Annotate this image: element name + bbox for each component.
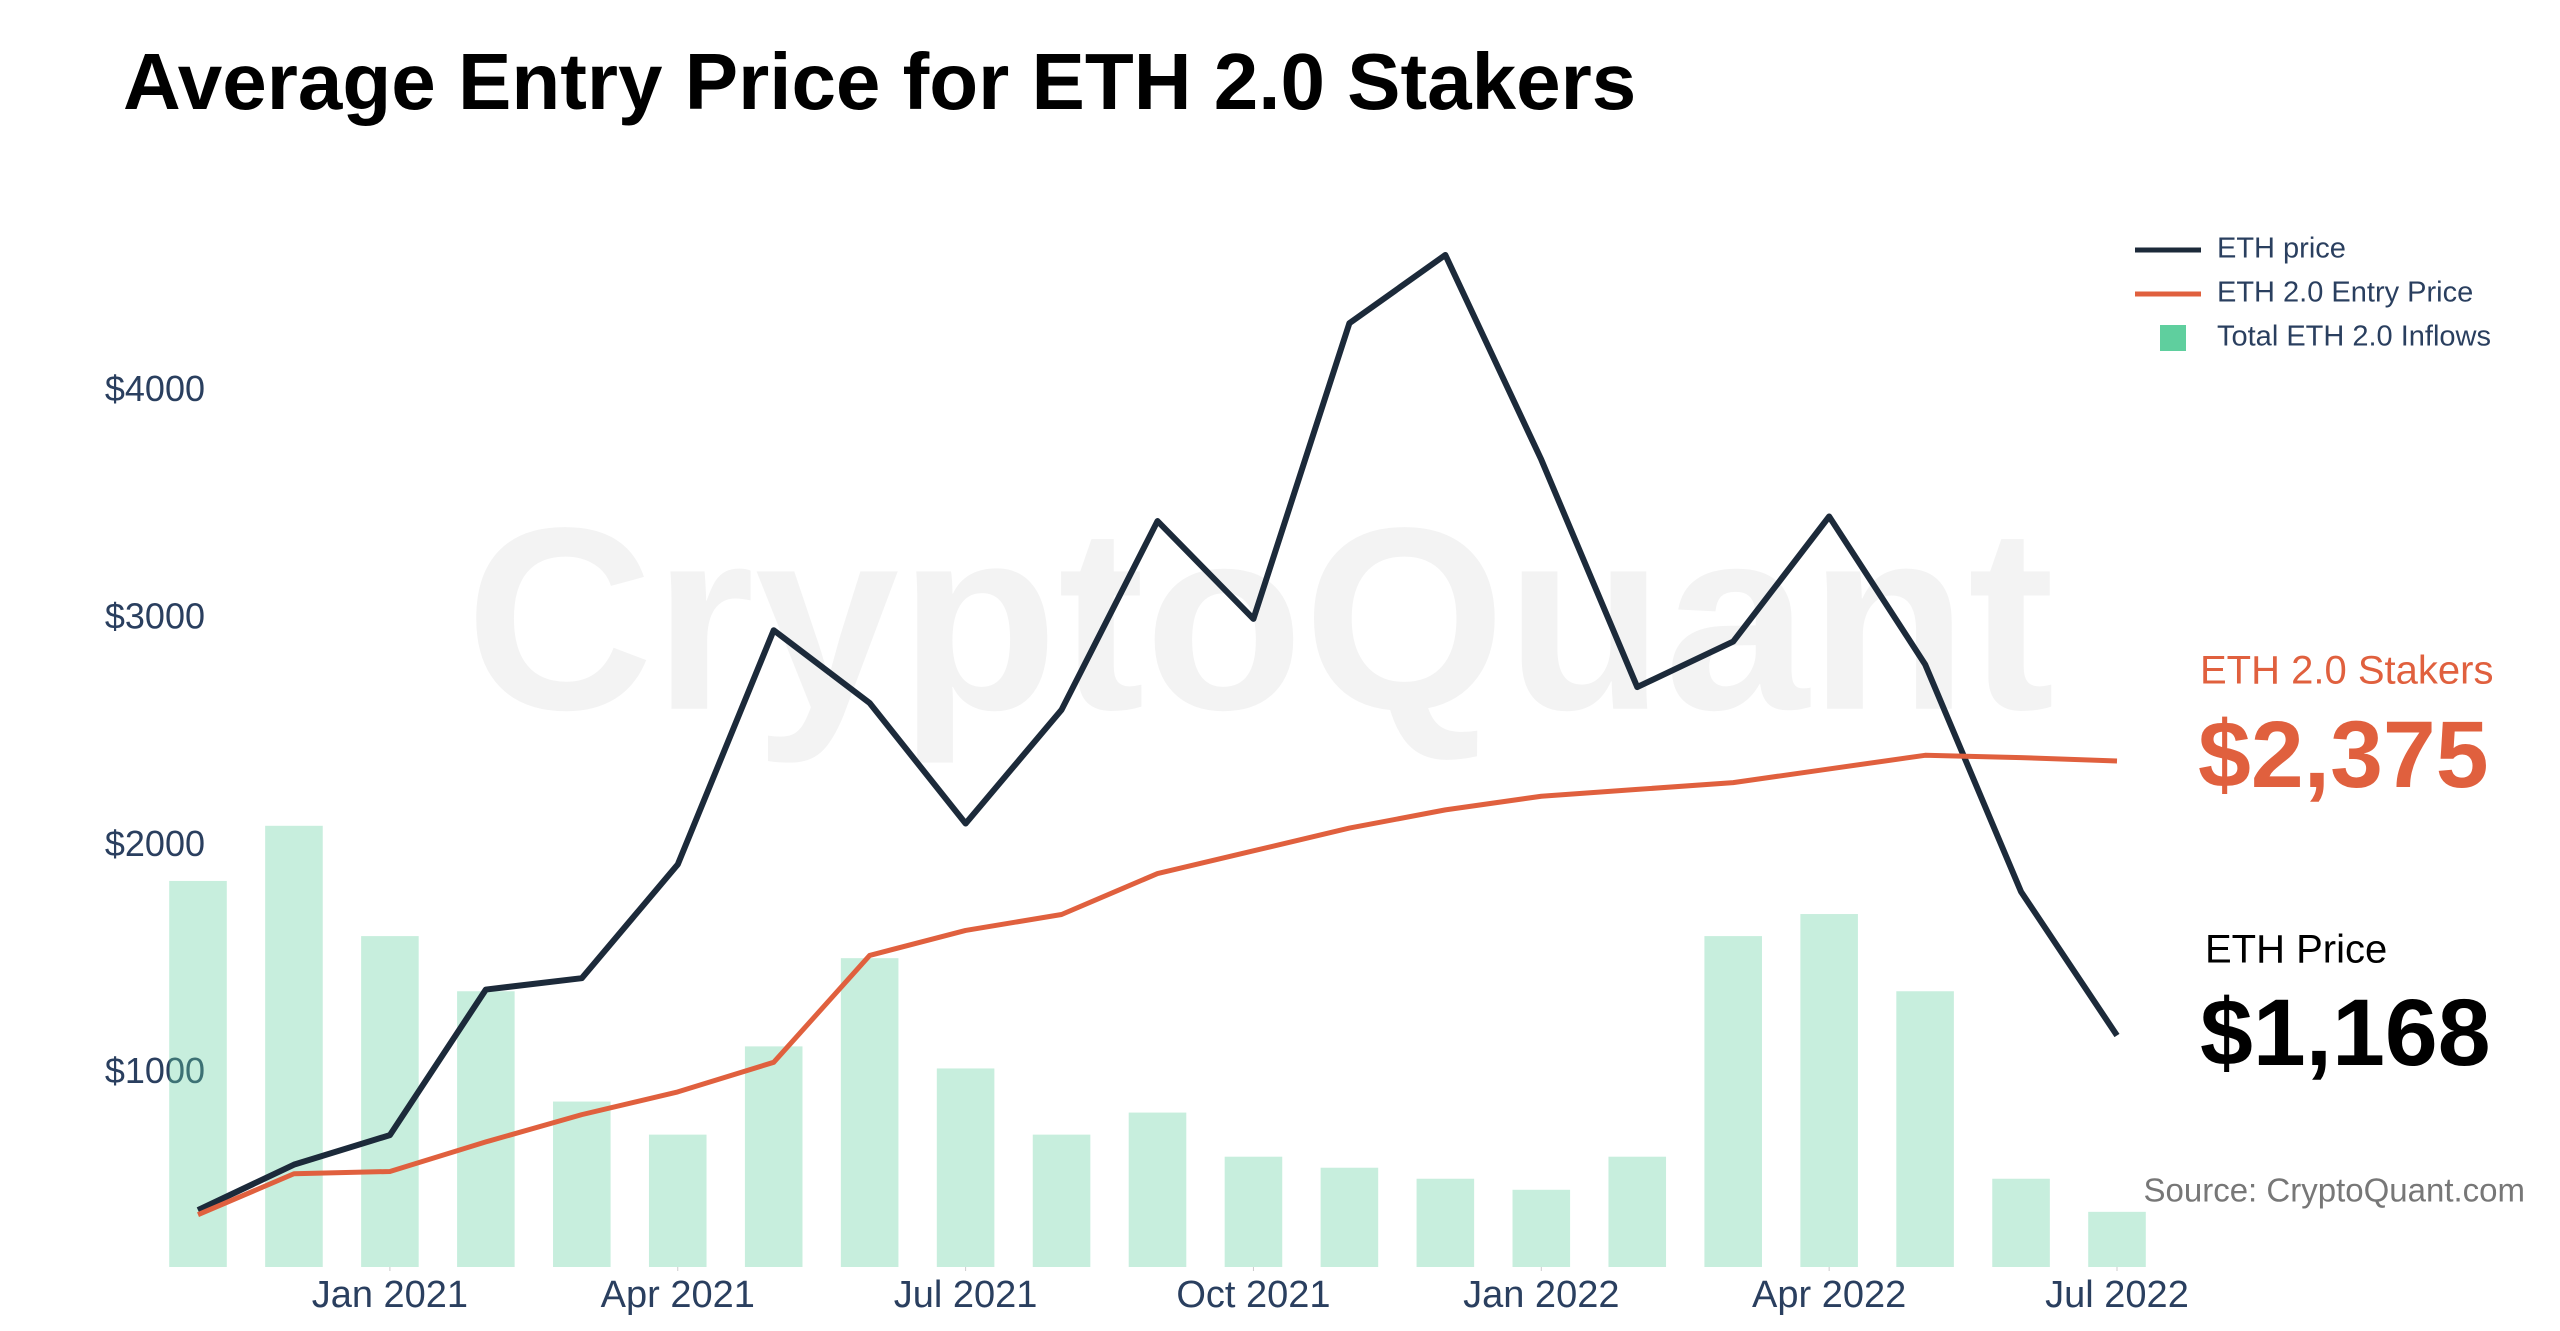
series-line bbox=[197, 752, 2118, 1217]
inflow-bar bbox=[553, 1101, 611, 1267]
inflow-bar bbox=[744, 1046, 803, 1267]
y-tick-label: $3000 bbox=[105, 595, 205, 636]
inflow-bar bbox=[1800, 914, 1858, 1267]
legend-label: ETH 2.0 Entry Price bbox=[2217, 277, 2473, 309]
y-tick-label: $4000 bbox=[105, 368, 205, 409]
inflow-bar bbox=[1128, 1112, 1187, 1267]
inflow-bar bbox=[1416, 1178, 1475, 1267]
x-tick-label: Jul 2021 bbox=[894, 1274, 1038, 1316]
annotation-value: $2,375 bbox=[2198, 702, 2489, 808]
inflow-bar bbox=[1704, 936, 1762, 1267]
x-tick-label: Apr 2021 bbox=[601, 1274, 755, 1316]
inflow-bar bbox=[265, 825, 323, 1267]
inflow-bar bbox=[648, 1134, 707, 1267]
annotation-value: $1,168 bbox=[2200, 980, 2491, 1086]
x-tick-label: Jul 2022 bbox=[2045, 1274, 2189, 1316]
y-tick-label: $2000 bbox=[105, 823, 205, 864]
legend-swatch bbox=[2160, 325, 2186, 351]
annotation-label: ETH 2.0 Stakers bbox=[2200, 649, 2493, 693]
x-tick-label: Apr 2022 bbox=[1752, 1274, 1906, 1316]
inflow-bar bbox=[1512, 1189, 1571, 1267]
inflow-bar bbox=[2088, 1211, 2146, 1267]
legend-label: Total ETH 2.0 Inflows bbox=[2217, 321, 2491, 353]
inflow-bar bbox=[1320, 1167, 1379, 1267]
series-line bbox=[196, 251, 2120, 1213]
chart-title: Average Entry Price for ETH 2.0 Stakers bbox=[123, 37, 1636, 126]
y-tick-label: $1000 bbox=[105, 1050, 205, 1091]
inflow-bar bbox=[1032, 1134, 1091, 1267]
inflow-bar bbox=[936, 1068, 995, 1267]
inflow-bar bbox=[1224, 1156, 1283, 1267]
inflow-bar bbox=[1896, 991, 1954, 1267]
inflow-bar bbox=[457, 991, 515, 1267]
inflow-bar bbox=[1992, 1178, 2050, 1267]
x-tick-label: Jan 2021 bbox=[312, 1274, 468, 1316]
legend-label: ETH price bbox=[2217, 233, 2346, 265]
inflow-bar bbox=[1608, 1156, 1667, 1267]
x-tick-label: Oct 2021 bbox=[1176, 1274, 1330, 1316]
annotation-label: ETH Price bbox=[2205, 928, 2387, 972]
watermark: CryptoQuant bbox=[466, 475, 2055, 766]
source: Source: CryptoQuant.com bbox=[2144, 1172, 2526, 1209]
inflow-bar bbox=[840, 958, 899, 1267]
x-tick-label: Jan 2022 bbox=[1463, 1274, 1619, 1316]
